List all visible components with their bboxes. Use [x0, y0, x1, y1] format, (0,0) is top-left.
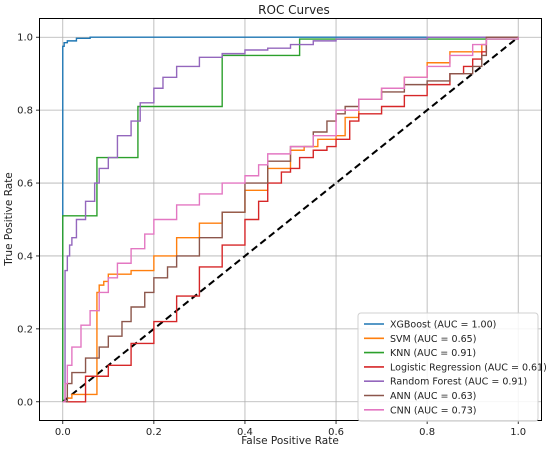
x-tick-label: 0.4: [237, 427, 253, 438]
y-axis-label: True Positive Rate: [3, 172, 15, 267]
chance-diagonal-line: [62, 36, 519, 403]
roc-curve-0: [62, 36, 519, 402]
series-lines: [62, 36, 519, 403]
legend: XGBoost (AUC = 1.00) SVM (AUC = 0.65) KNN …: [357, 312, 547, 422]
y-tick-label: 0.2: [17, 324, 33, 335]
chance-line-group: [62, 36, 519, 403]
legend-box: [357, 312, 539, 422]
y-tick-label: 0.8: [17, 106, 33, 117]
x-axis-label: False Positive Rate: [241, 435, 339, 447]
plot-area-frame: [39, 18, 542, 421]
roc-curve-6: [62, 37, 519, 403]
x-tick-label: 0.8: [419, 427, 435, 438]
x-tick-label: 0.0: [55, 427, 71, 438]
roc-curve-4: [62, 36, 519, 403]
x-axis-ticks: 0.0 0.2 0.4 0.6 0.8 1.0: [55, 420, 526, 438]
legend-entry-label: CNN (AUC = 0.73): [390, 405, 477, 416]
legend-entry-label: Logistic Regression (AUC = 0.61): [390, 362, 547, 373]
y-tick-label: 0.4: [17, 251, 33, 262]
legend-entry-label: XGBoost (AUC = 1.00): [390, 320, 496, 331]
y-tick-label: 0.6: [17, 179, 33, 190]
x-tick-label: 1.0: [510, 427, 526, 438]
x-tick-label: 0.6: [328, 427, 344, 438]
legend-entry-label: KNN (AUC = 0.91): [390, 348, 476, 359]
legend-entry-label: ANN (AUC = 0.63): [390, 391, 476, 402]
y-tick-label: 1.0: [17, 33, 33, 44]
y-axis-ticks: 0.0 0.2 0.4 0.6 0.8 1.0: [17, 33, 40, 408]
x-tick-label: 0.2: [146, 427, 162, 438]
legend-entry-label: SVM (AUC = 0.65): [390, 334, 476, 345]
roc-curve-5: [62, 36, 519, 403]
chart-title: ROC Curves: [258, 3, 330, 17]
y-tick-label: 0.0: [17, 397, 33, 408]
legend-entry-label: Random Forest (AUC = 0.91): [390, 377, 527, 388]
